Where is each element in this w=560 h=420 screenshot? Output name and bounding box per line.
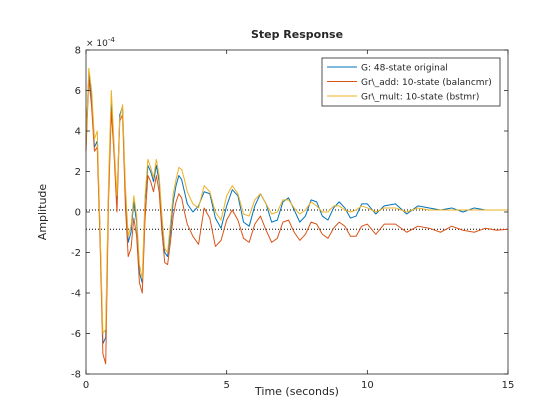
y-tick-label: 8 [75, 46, 81, 57]
series-lines [85, 67, 509, 365]
y-tick-label: 0 [75, 208, 81, 219]
y-tick-label: -4 [71, 289, 81, 300]
x-tick-label: 15 [502, 380, 515, 391]
y-exponent-label: × 10-4 [86, 36, 115, 49]
legend-entry-1: G: 48-state original [327, 64, 448, 74]
x-tick-label: 10 [361, 380, 374, 391]
x-axis-ticks: 0 5 10 15 [83, 50, 515, 391]
y-tick-label: -6 [71, 329, 81, 340]
legend: G: 48-state original Gr\_add: 10-state (… [321, 57, 501, 107]
x-tick-label: 0 [83, 380, 89, 391]
x-axis-label: Time (seconds) [254, 385, 339, 398]
y-tick-label: 4 [75, 127, 81, 138]
y-tick-label: -8 [71, 370, 81, 381]
legend-label-2: Gr\_add: 10-state (balancmr) [361, 78, 492, 88]
series-line-3 [85, 67, 508, 334]
y-axis-label: Amplitude [36, 184, 49, 241]
y-axis-ticks: -8 -6 -4 -2 0 2 4 6 8 [71, 46, 508, 381]
y-tick-label: 2 [75, 167, 81, 178]
legend-entry-3: Gr\_mult: 10-state (bstmr) [327, 93, 479, 103]
legend-entry-2: Gr\_add: 10-state (balancmr) [327, 78, 492, 88]
y-tick-label: -2 [71, 248, 81, 259]
x-tick-label: 5 [223, 380, 229, 391]
legend-label-1: G: 48-state original [361, 64, 448, 74]
series-line-2 [85, 77, 509, 365]
legend-label-3: Gr\_mult: 10-state (bstmr) [361, 93, 479, 103]
y-tick-label: 6 [75, 86, 81, 97]
y-exponent-base: × 10 [86, 39, 108, 49]
y-exponent-power: -4 [108, 36, 116, 44]
chart-title: Step Response [251, 28, 343, 41]
